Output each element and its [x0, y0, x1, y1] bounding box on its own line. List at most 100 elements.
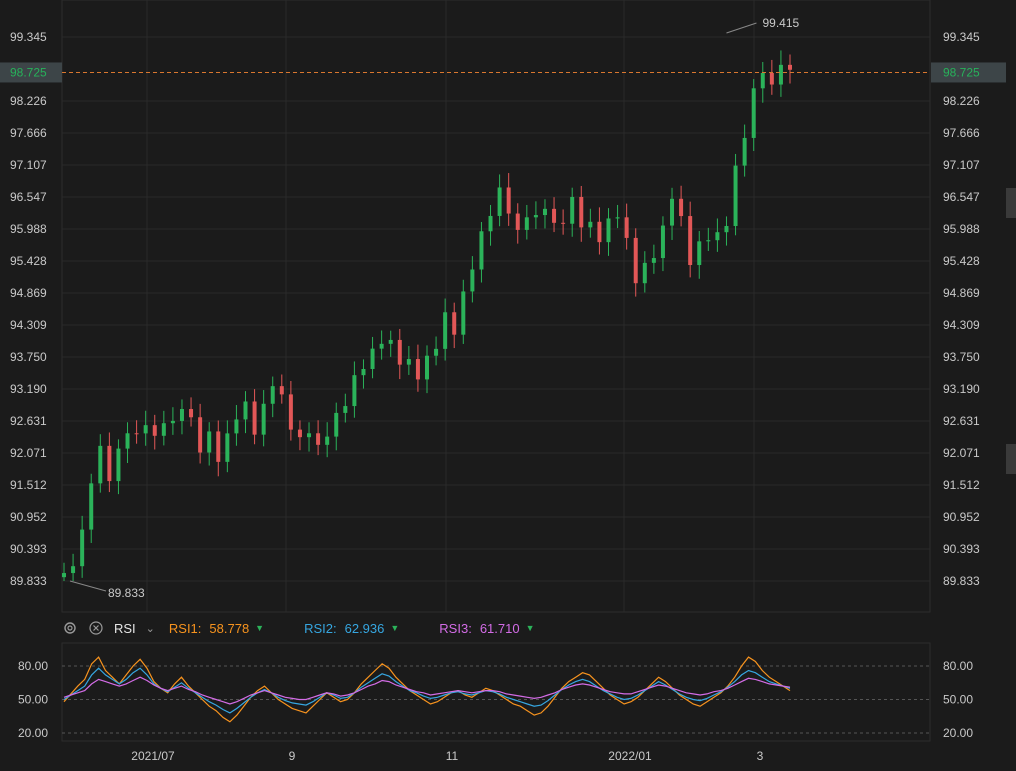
y-tick-label: 97.107: [943, 158, 980, 172]
low-annotation: 89.833: [108, 586, 145, 600]
scrollbar-handle[interactable]: [1006, 444, 1016, 474]
down-triangle-icon: ▼: [390, 623, 400, 633]
close-circle-icon[interactable]: [88, 620, 104, 636]
candle-down-body: [633, 237, 638, 284]
candle-up-body: [715, 232, 720, 241]
candle-up-body: [497, 187, 502, 216]
rsi3-line: [63, 676, 791, 705]
candle-up-body: [660, 225, 665, 259]
candle-up-body: [161, 423, 166, 436]
candle-down-body: [452, 312, 457, 335]
candle-up-body: [62, 573, 66, 578]
candle-up-body: [125, 433, 130, 449]
y-tick-label: 97.666: [10, 126, 47, 140]
candle-down-body: [316, 433, 321, 445]
candle-up-body: [116, 448, 121, 482]
rsi-tick-label: 20.00: [943, 726, 973, 740]
price-axis-left: 99.345 98.226 97.666 97.107 96.547 95.988 95.4…: [10, 30, 47, 588]
high-low-annotations: 99.415 89.833: [69, 16, 800, 600]
candle-up-body: [760, 72, 765, 89]
candle-up-body: [89, 483, 94, 530]
current-price-label: 98.725: [943, 65, 980, 79]
candle-up-body: [778, 64, 783, 85]
y-tick-label: 93.190: [10, 382, 47, 396]
rsi-tick-label: 20.00: [18, 726, 48, 740]
high-annotation: 99.415: [762, 16, 799, 30]
candle-down-body: [134, 433, 139, 435]
candle-up-body: [751, 88, 756, 138]
candle-down-body: [415, 359, 420, 380]
candle-up-body: [234, 419, 239, 434]
y-tick-label: 90.393: [10, 542, 47, 556]
candle-down-body: [788, 64, 792, 70]
x-tick-label: 2021/07: [131, 749, 175, 763]
candle-up-body: [443, 312, 448, 349]
y-tick-label: 92.631: [943, 414, 980, 428]
rsi2-value: 62.936: [344, 620, 385, 636]
rsi3-label: RSI3:: [439, 620, 472, 636]
candle-up-body: [434, 348, 439, 356]
gear-icon[interactable]: [62, 620, 78, 636]
y-tick-label: 95.988: [943, 222, 980, 236]
candle-up-body: [334, 412, 339, 437]
current-price-box-left: [0, 62, 62, 83]
candle-down-body: [198, 417, 203, 453]
y-tick-label: 91.512: [943, 478, 980, 492]
candle-up-body: [243, 401, 248, 420]
chart-grid: [61, 0, 931, 613]
y-tick-label: 93.750: [10, 350, 47, 364]
candle-up-body: [179, 409, 184, 421]
candle-up-body: [470, 269, 475, 292]
y-tick-label: 90.952: [943, 510, 980, 524]
rsi-panel-frame: [61, 642, 931, 742]
y-tick-label: 95.988: [10, 222, 47, 236]
rsi-axes: 80.00 80.00 50.00 50.00 20.00 20.00: [18, 659, 973, 740]
current-price-label: 98.725: [10, 65, 47, 79]
candle-down-body: [288, 394, 293, 430]
candle-up-body: [270, 386, 275, 404]
candle-up-body: [98, 445, 103, 484]
time-axis: 2021/07 9 11 2022/01 3: [131, 749, 763, 763]
chevron-down-icon[interactable]: ⌄: [145, 622, 155, 635]
indicator-name[interactable]: RSI: [114, 620, 136, 636]
candle-up-body: [207, 431, 212, 453]
rsi2-label: RSI2:: [304, 620, 337, 636]
y-tick-label: 94.309: [10, 318, 47, 332]
y-tick-label: 94.869: [10, 286, 47, 300]
candle-down-body: [189, 409, 194, 418]
candle-up-body: [615, 217, 620, 219]
scrollbar-handle[interactable]: [1006, 188, 1016, 218]
candle-up-body: [524, 217, 529, 230]
candle-down-body: [152, 425, 157, 436]
rsi2-readout: RSI2: 62.936 ▼: [304, 621, 399, 636]
candle-down-body: [297, 429, 302, 438]
rsi-tick-label: 50.00: [18, 693, 48, 707]
x-tick-label: 2022/01: [608, 749, 652, 763]
x-tick-label: 11: [446, 749, 459, 763]
rsi-tick-label: 80.00: [18, 659, 48, 673]
x-tick-label: 3: [757, 749, 764, 763]
candle-down-body: [597, 221, 602, 243]
current-price-box-right: [931, 62, 1006, 83]
rsi-lines: [63, 656, 791, 723]
y-tick-label: 89.833: [943, 574, 980, 588]
rsi3-value: 61.710: [479, 620, 520, 636]
candle-up-body: [170, 420, 175, 424]
y-tick-label: 90.393: [943, 542, 980, 556]
down-triangle-icon: ▼: [525, 623, 535, 633]
rsi3-readout: RSI3: 61.710 ▼: [439, 621, 534, 636]
y-tick-label: 99.345: [943, 30, 980, 44]
candle-up-body: [352, 375, 357, 407]
candle-down-body: [769, 72, 774, 85]
candle-down-body: [561, 222, 566, 224]
low-leader-line: [69, 580, 107, 592]
candle-down-body: [397, 339, 402, 365]
candle-up-body: [479, 231, 484, 270]
candle-up-body: [724, 226, 729, 233]
candle-down-body: [679, 198, 684, 217]
candle-up-body: [370, 348, 375, 369]
y-tick-label: 94.869: [943, 286, 980, 300]
y-tick-label: 91.512: [10, 478, 47, 492]
candle-up-body: [261, 403, 266, 435]
